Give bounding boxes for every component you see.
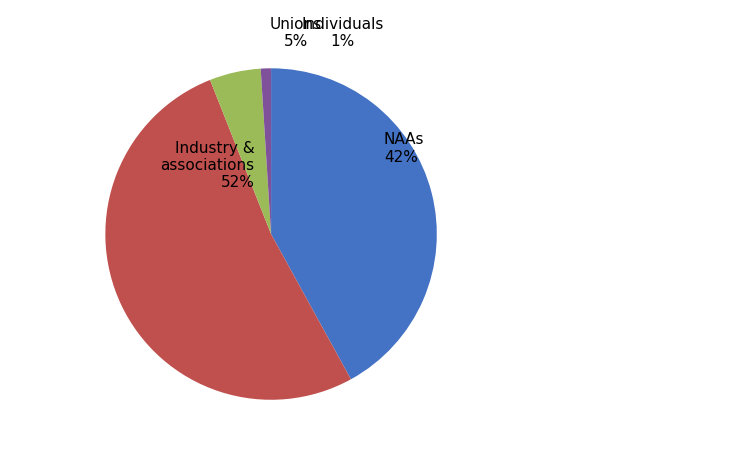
Wedge shape bbox=[105, 81, 351, 400]
Text: Individuals
1%: Individuals 1% bbox=[301, 17, 383, 49]
Text: Unions
5%: Unions 5% bbox=[270, 17, 322, 49]
Wedge shape bbox=[271, 69, 437, 379]
Wedge shape bbox=[210, 69, 271, 235]
Text: NAAs
42%: NAAs 42% bbox=[384, 132, 424, 164]
Text: Industry &
associations
52%: Industry & associations 52% bbox=[160, 140, 255, 190]
Wedge shape bbox=[261, 69, 271, 235]
